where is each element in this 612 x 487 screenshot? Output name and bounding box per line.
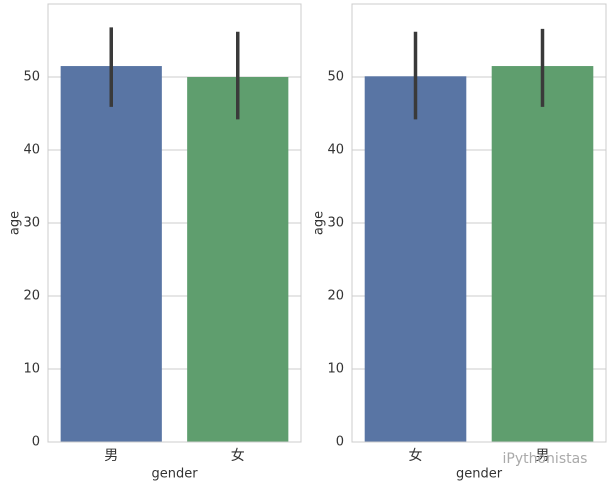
y-tick-label: 30: [23, 216, 40, 231]
y-tick-label: 0: [32, 435, 40, 450]
bar: [364, 76, 467, 443]
y-tick-label: 10: [327, 362, 344, 377]
x-axis-label: gender: [151, 467, 198, 482]
axes-frame: [47, 3, 302, 443]
bar: [60, 66, 162, 443]
y-tick-label: 20: [23, 289, 40, 304]
bar: [491, 66, 594, 443]
y-axis-label: age: [312, 211, 327, 235]
watermark: iPythonistas: [503, 451, 588, 467]
y-tick-label: 50: [23, 70, 40, 85]
y-tick-label: 10: [23, 362, 40, 377]
x-axis-label: gender: [456, 467, 503, 482]
x-tick-label: 男: [104, 448, 118, 464]
y-tick-label: 20: [327, 289, 344, 304]
y-tick-label: 50: [327, 70, 344, 85]
y-axis-label: age: [8, 211, 23, 235]
axes-frame: [351, 3, 607, 443]
x-tick-label: 男: [536, 448, 550, 464]
x-tick-label: 女: [409, 447, 423, 464]
y-tick-label: 30: [327, 216, 344, 231]
bar: [187, 77, 289, 442]
x-tick-label: 女: [231, 447, 245, 464]
y-tick-label: 0: [336, 435, 344, 450]
y-tick-label: 40: [327, 143, 344, 158]
y-tick-label: 40: [23, 143, 40, 158]
